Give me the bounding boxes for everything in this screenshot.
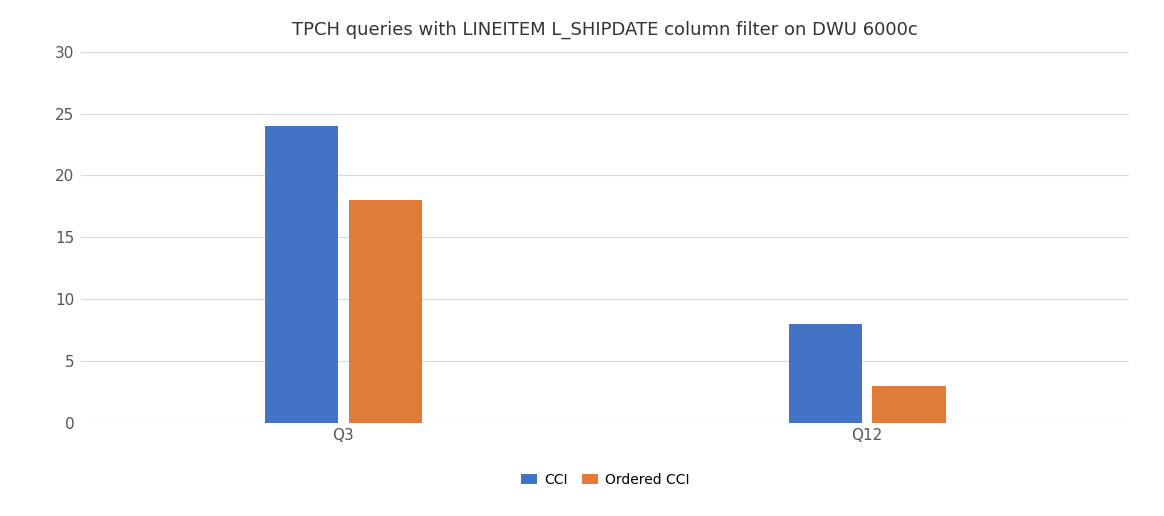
Bar (788, 324, 861, 423)
Bar (349, 200, 421, 423)
Bar (873, 386, 945, 423)
Legend: CCI, Ordered CCI: CCI, Ordered CCI (516, 467, 695, 492)
Title: TPCH queries with LINEITEM L_SHIPDATE column filter on DWU 6000c: TPCH queries with LINEITEM L_SHIPDATE co… (292, 21, 918, 39)
Bar (265, 126, 339, 423)
